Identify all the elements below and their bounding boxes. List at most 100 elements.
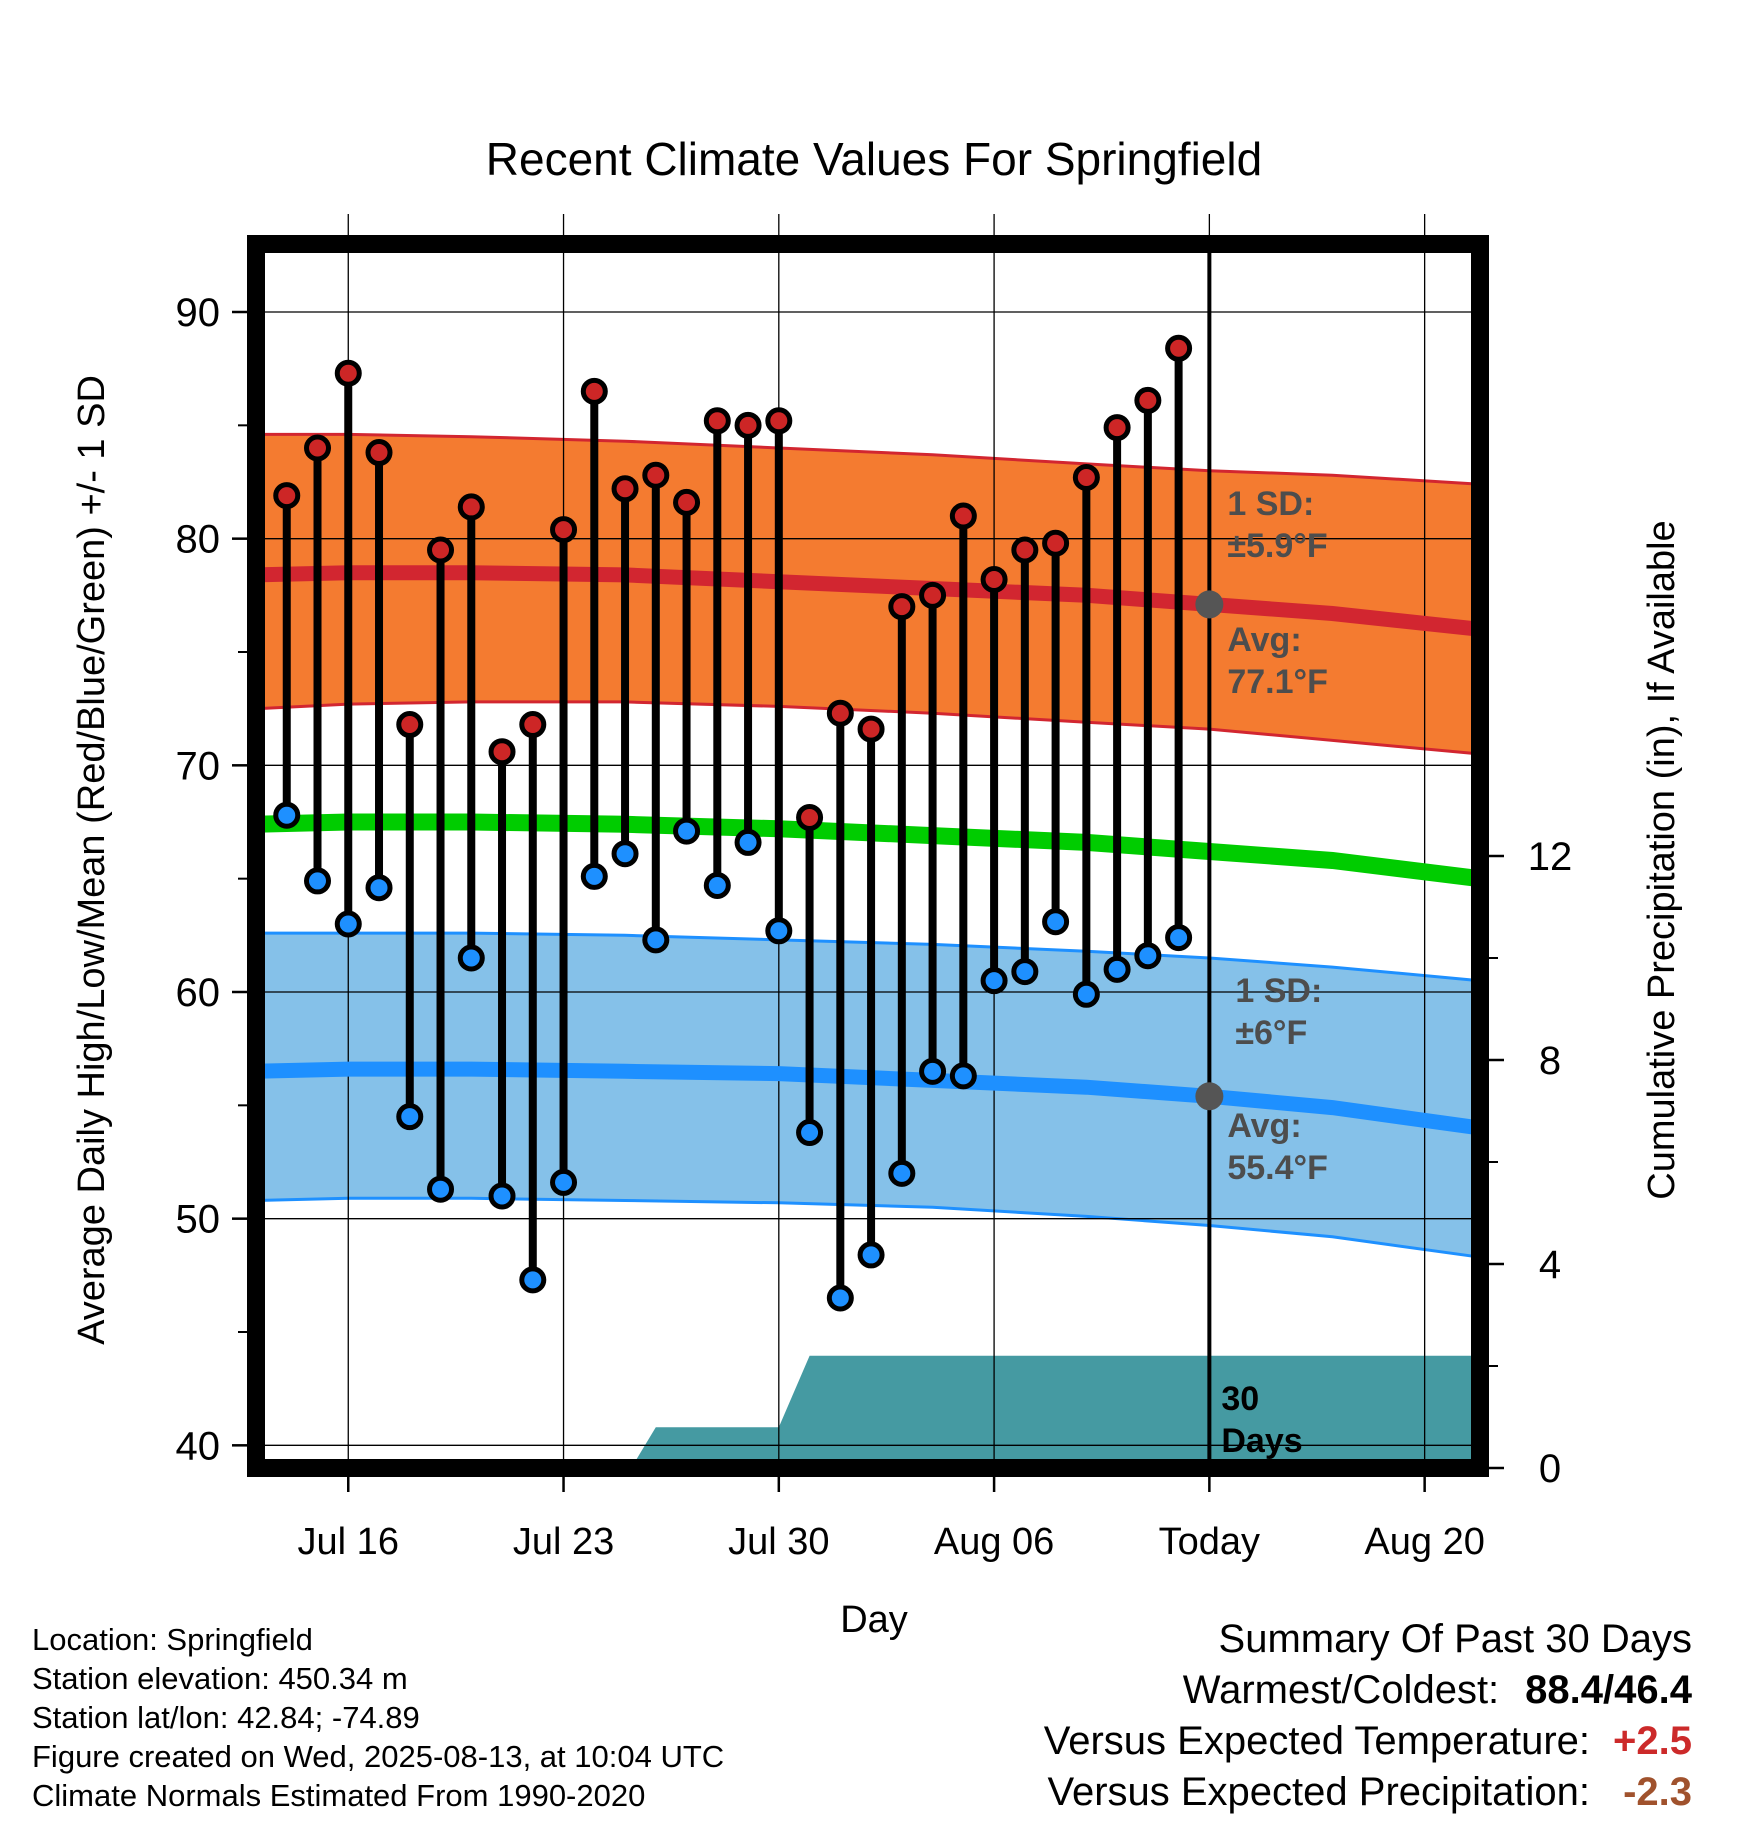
low-sd-label: 1 SD:	[1235, 972, 1322, 1010]
high-avg-label: Avg:	[1227, 621, 1301, 659]
low-point	[1042, 908, 1070, 936]
high-point	[273, 482, 301, 510]
created-text: Figure created on Wed, 2025-08-13, at 10…	[32, 1739, 725, 1774]
high-point	[427, 536, 455, 564]
y-tick-label: 50	[176, 1198, 221, 1242]
plot-area: 1 SD: ±5.9°F Avg: 77.1°F 1 SD: ±6°F Avg: 55.4°F…	[176, 214, 1573, 1563]
high-point	[765, 407, 793, 435]
high-sd-label: 1 SD:	[1227, 485, 1314, 523]
high-point	[1011, 536, 1039, 564]
high-sd-value: ±5.9°F	[1227, 527, 1327, 565]
low-point	[334, 910, 362, 938]
low-point	[703, 871, 731, 899]
precip-area	[631, 1355, 1480, 1468]
high-average-line	[255, 565, 1481, 637]
low-point	[457, 944, 485, 972]
high-point	[980, 565, 1008, 593]
high-point	[734, 411, 762, 439]
low-point	[550, 1168, 578, 1196]
low-point	[919, 1057, 947, 1085]
summary-warm-cold-row: Warmest/Coldest: 88.4/46.4	[1044, 1665, 1692, 1716]
high-point	[488, 738, 516, 766]
precip-departure-label: Versus Expected Precipitation:	[1047, 1770, 1590, 1814]
high-point	[457, 493, 485, 521]
high-point	[519, 711, 547, 739]
low-point	[396, 1103, 424, 1131]
chart-title: Recent Climate Values For Springfield	[486, 133, 1262, 185]
summary-precip-row: Versus Expected Precipitation: -2.3	[1044, 1767, 1692, 1818]
elevation-text: Station elevation: 450.34 m	[32, 1661, 408, 1696]
high-avg-value: 77.1°F	[1227, 663, 1328, 701]
low-point	[796, 1119, 824, 1147]
high-point	[888, 593, 916, 621]
low-point	[949, 1062, 977, 1090]
low-point	[888, 1159, 916, 1187]
low-point	[1165, 924, 1193, 952]
high-point	[673, 488, 701, 516]
low-point	[1072, 980, 1100, 1008]
y2-tick-label: 4	[1539, 1243, 1561, 1287]
low-point	[826, 1284, 854, 1312]
low-point	[980, 967, 1008, 995]
low-point	[427, 1175, 455, 1203]
low-point	[1011, 958, 1039, 986]
low-point	[365, 874, 393, 902]
low-point	[673, 817, 701, 845]
summary-title: Summary Of Past 30 Days	[1218, 1617, 1692, 1661]
warm-cold-label: Warmest/Coldest:	[1182, 1668, 1500, 1712]
low-avg-label: Avg:	[1227, 1107, 1301, 1145]
low-point	[519, 1266, 547, 1294]
left-axis-label: Average Daily High/Low/Mean (Red/Blue/Gr…	[71, 375, 113, 1345]
today-high-average-marker	[1195, 590, 1224, 619]
y2-tick-label: 12	[1528, 835, 1573, 879]
low-point	[642, 926, 670, 954]
precip-days-label: Days	[1221, 1422, 1302, 1460]
today-low-average-marker	[1195, 1082, 1224, 1111]
right-axis-label: Cumulative Precipitation (in), If Availa…	[1641, 520, 1683, 1199]
summary-panel: Summary Of Past 30 Days Warmest/Coldest:…	[1044, 1614, 1692, 1818]
high-point	[642, 461, 670, 489]
y-tick-label: 80	[176, 518, 221, 562]
warm-cold-value: 88.4/46.4	[1525, 1668, 1692, 1712]
high-point	[1072, 463, 1100, 491]
y2-tick-label: 0	[1539, 1447, 1561, 1491]
y-tick-label: 60	[176, 971, 221, 1015]
high-lower-edge	[255, 700, 1481, 756]
location-text: Location: Springfield	[32, 1622, 313, 1657]
low-point	[857, 1241, 885, 1269]
grid-lines	[256, 214, 1480, 1468]
low-point	[304, 867, 332, 895]
x-tick-label: Jul 16	[298, 1521, 399, 1563]
y-tick-label: 70	[176, 744, 221, 788]
high-point	[857, 715, 885, 743]
low-point	[580, 862, 608, 890]
high-point	[1134, 386, 1162, 414]
x-tick-label: Jul 30	[728, 1521, 829, 1563]
low-point	[765, 917, 793, 945]
high-point	[550, 516, 578, 544]
precip-days-number: 30	[1221, 1380, 1259, 1418]
high-point	[949, 502, 977, 530]
low-avg-value: 55.4°F	[1227, 1149, 1328, 1187]
summary-temp-row: Versus Expected Temperature: +2.5	[1044, 1716, 1692, 1767]
station-info: Location: Springfield Station elevation:…	[32, 1620, 724, 1815]
temp-departure-value: +2.5	[1613, 1719, 1692, 1763]
plot-frame	[247, 235, 1489, 1477]
x-tick-label: Today	[1159, 1521, 1260, 1563]
precip-departure-value: -2.3	[1623, 1770, 1692, 1814]
high-point	[796, 803, 824, 831]
latlon-text: Station lat/lon: 42.84; -74.89	[32, 1700, 420, 1735]
high-point	[396, 711, 424, 739]
temp-departure-label: Versus Expected Temperature:	[1043, 1719, 1590, 1763]
normals-text: Climate Normals Estimated From 1990-2020	[32, 1778, 646, 1813]
low-point	[611, 840, 639, 868]
low-point	[1134, 942, 1162, 970]
x-axis-label: Day	[840, 1599, 908, 1641]
high-point	[611, 475, 639, 503]
x-tick-label: Aug 06	[934, 1521, 1054, 1563]
low-point	[734, 828, 762, 856]
x-tick-label: Aug 20	[1364, 1521, 1484, 1563]
high-point	[365, 439, 393, 467]
low-sd-value: ±6°F	[1235, 1014, 1307, 1052]
